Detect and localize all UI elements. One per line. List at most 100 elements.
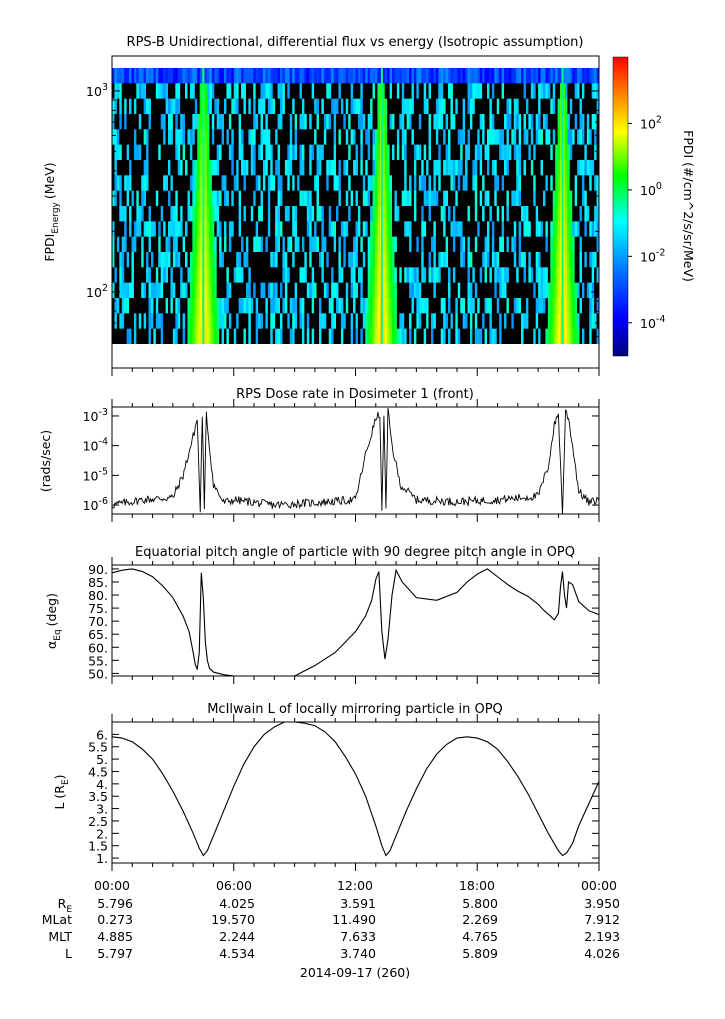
spectrogram-cell bbox=[450, 114, 454, 130]
spectrogram-cell bbox=[501, 68, 505, 84]
spectrogram-cell bbox=[141, 68, 145, 84]
spectrogram-cell bbox=[211, 129, 215, 146]
spectrogram-cell bbox=[404, 298, 408, 314]
spectrogram-cell bbox=[187, 298, 191, 314]
spectrogram-cell bbox=[141, 144, 145, 161]
spectrogram-cell bbox=[224, 328, 227, 344]
spectrogram-cell bbox=[170, 160, 174, 176]
spectrogram-cell bbox=[443, 282, 446, 299]
spectrogram-cell bbox=[228, 160, 232, 176]
spectrogram-cell bbox=[586, 160, 590, 176]
spectrogram-cell bbox=[129, 114, 132, 130]
spectrogram-cell bbox=[482, 175, 485, 192]
spectrogram-cell bbox=[209, 267, 213, 284]
spectrogram-cell bbox=[550, 313, 554, 330]
spectrogram-cell bbox=[175, 175, 179, 192]
spectrogram-cell bbox=[326, 236, 330, 253]
spectrogram-cell bbox=[552, 267, 556, 284]
spectrogram-cell bbox=[238, 298, 242, 314]
spectrogram-cell bbox=[486, 175, 490, 192]
spectrogram-cell bbox=[121, 282, 125, 299]
spectrogram-cell bbox=[564, 68, 568, 84]
spectrogram-cell bbox=[219, 282, 222, 299]
ephemeris-label: MLT bbox=[48, 929, 72, 944]
spectrogram-cell bbox=[170, 221, 174, 238]
ephemeris-value: 5.800 bbox=[462, 896, 498, 911]
spectrogram-cell bbox=[265, 129, 269, 146]
spectrogram-cell bbox=[511, 252, 515, 268]
spectrogram-cell bbox=[350, 298, 354, 314]
spectrogram-cell bbox=[484, 206, 488, 222]
spectrogram-cell bbox=[114, 98, 118, 115]
spectrogram-cell bbox=[574, 114, 578, 130]
spectrogram-cell bbox=[586, 114, 590, 130]
spectrogram-cell bbox=[440, 221, 444, 238]
spectrogram-cell bbox=[513, 68, 517, 84]
spectrogram-cell bbox=[494, 298, 498, 314]
spectrogram-cell bbox=[499, 114, 502, 130]
spectrogram-cell bbox=[228, 236, 232, 253]
spectrogram-cell bbox=[297, 129, 300, 146]
spectrogram-cell bbox=[311, 252, 315, 268]
spectrogram-cell bbox=[504, 282, 507, 299]
spectrogram-cell bbox=[338, 236, 342, 253]
spectrogram-cell bbox=[569, 236, 573, 253]
spectrogram-cell bbox=[465, 144, 468, 161]
spectrogram-cell bbox=[221, 267, 225, 284]
spectrogram-cell bbox=[306, 282, 310, 299]
spectrogram-cell bbox=[552, 206, 556, 222]
spectrogram-cell bbox=[304, 114, 308, 130]
ephemeris-table: RE 5.796 4.025 3.591 5.800 3.950 MLat 0.… bbox=[42, 896, 620, 980]
spectrogram-cell bbox=[365, 83, 369, 100]
spectrogram-cell bbox=[138, 68, 142, 84]
spectrogram-cell bbox=[362, 267, 366, 284]
spectrogram-cell bbox=[367, 252, 371, 268]
spectrogram-cell bbox=[250, 282, 254, 299]
spectrogram-cell bbox=[377, 282, 381, 299]
spectrogram-cell bbox=[340, 160, 344, 176]
spectrogram-cell bbox=[116, 252, 120, 268]
spectrogram-cell bbox=[258, 98, 261, 115]
spectrogram-cell bbox=[423, 98, 427, 115]
spectrogram-cell bbox=[299, 98, 303, 115]
spectrogram-cell bbox=[245, 190, 249, 207]
spectrogram-cell bbox=[572, 206, 576, 222]
spectrogram-cell bbox=[577, 313, 580, 330]
spectrogram-cell bbox=[423, 175, 427, 192]
spectrogram-cell bbox=[372, 114, 376, 130]
spectrogram-cell bbox=[372, 236, 376, 253]
spectrogram-cell bbox=[448, 190, 451, 207]
spectrogram-cell bbox=[321, 114, 325, 130]
spectrogram-cell bbox=[289, 328, 293, 344]
spectrogram-cell bbox=[567, 313, 571, 330]
spectrogram-cell bbox=[155, 267, 159, 284]
spectrogram-cell bbox=[569, 68, 573, 84]
spectrogram-cell bbox=[289, 190, 293, 207]
spectrogram-cell bbox=[206, 114, 210, 130]
spectrogram-cell bbox=[153, 328, 157, 344]
spectrogram-cell bbox=[131, 190, 135, 207]
spectrogram-cell bbox=[336, 328, 339, 344]
spectrogram-cell bbox=[525, 252, 529, 268]
spectrogram-cell bbox=[440, 190, 444, 207]
spectrogram-cell bbox=[572, 114, 576, 130]
spectrogram-cell bbox=[365, 206, 369, 222]
spectrogram-cell bbox=[226, 206, 230, 222]
spectrogram-cell bbox=[445, 190, 449, 207]
spectrogram-cell bbox=[231, 328, 235, 344]
spectrogram-cell bbox=[211, 190, 215, 207]
spectrogram-cell bbox=[486, 328, 490, 344]
spectrogram-cell bbox=[560, 114, 563, 130]
spectrogram-cell bbox=[545, 221, 549, 238]
spectrogram-cell bbox=[241, 114, 244, 130]
spectrogram-cell bbox=[469, 206, 473, 222]
spectrogram-cell bbox=[133, 114, 137, 130]
spectrogram-cell bbox=[567, 328, 571, 344]
spectrogram-cell bbox=[209, 221, 213, 238]
spectrogram-cell bbox=[474, 129, 478, 146]
spectrogram-cell bbox=[360, 221, 364, 238]
spectrogram-cell bbox=[591, 160, 595, 176]
spectrogram-cell bbox=[423, 160, 427, 176]
spectrogram-cell bbox=[221, 282, 225, 299]
spectrogram-cell bbox=[304, 83, 308, 100]
